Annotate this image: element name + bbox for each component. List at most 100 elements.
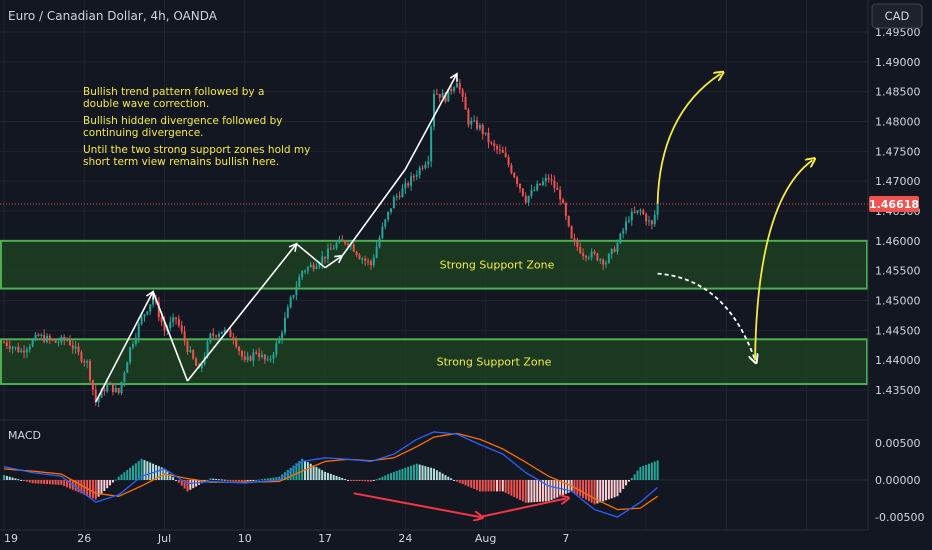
currency-button-bg[interactable] <box>871 3 923 29</box>
macd-histogram-bar <box>364 480 367 482</box>
candle-body <box>94 389 97 403</box>
macd-histogram-bar <box>31 480 34 484</box>
candle-body <box>109 382 112 384</box>
macd-histogram-bar <box>389 473 393 480</box>
projection-arrow <box>754 160 812 361</box>
macd-histogram-bar <box>510 480 513 496</box>
macd-histogram-bar <box>326 472 329 480</box>
macd-histogram-bar <box>367 480 370 482</box>
macd-histogram-bar <box>355 480 358 481</box>
candle-body <box>490 142 493 144</box>
candle-body <box>364 258 367 261</box>
candle-body <box>255 352 258 354</box>
candle-body <box>458 83 461 90</box>
note-line-2: double wave correction. <box>83 98 209 110</box>
macd-histogram-bar <box>596 480 599 504</box>
macd-histogram-bar <box>412 464 415 480</box>
candle-body <box>576 240 579 248</box>
candle-body <box>510 165 513 173</box>
analysis-notes: Bullish trend pattern followed by a doub… <box>83 86 310 168</box>
candle-body <box>152 298 155 305</box>
candle-body <box>622 230 625 234</box>
candle-body <box>315 266 318 269</box>
currency-button-label[interactable]: CAD <box>885 9 910 23</box>
candle-body <box>281 332 284 339</box>
macd-histogram-bar <box>238 480 241 482</box>
macd-histogram-bar <box>361 480 364 482</box>
candle-body <box>392 197 395 209</box>
price-tick-label: 1.48500 <box>875 86 921 99</box>
candle-body <box>220 331 223 334</box>
candle-body <box>249 356 252 361</box>
macd-histogram-bar <box>544 480 547 502</box>
candle-body <box>395 196 398 198</box>
candle-body <box>266 359 269 361</box>
candle-body <box>610 248 613 255</box>
projection-arrow <box>656 74 721 204</box>
macd-histogram-bar <box>616 480 619 497</box>
macd-histogram-bar <box>590 480 593 503</box>
macd-histogram-bar <box>5 475 8 480</box>
macd-histogram-bar <box>272 477 275 480</box>
price-tick-label: 1.44000 <box>875 354 921 367</box>
candle-body <box>140 316 143 324</box>
candle-body <box>424 164 427 169</box>
candle-body <box>375 247 378 258</box>
candle-body <box>303 270 307 272</box>
candle-body <box>507 157 510 166</box>
macd-histogram-bar <box>278 476 281 480</box>
macd-histogram-bar <box>117 476 120 480</box>
macd-histogram-bar <box>481 480 484 492</box>
candle-body <box>487 132 490 143</box>
macd-histogram-bar <box>149 462 152 480</box>
candle-body <box>14 346 17 348</box>
candle-body <box>518 183 522 189</box>
macd-histogram-bar <box>404 467 407 480</box>
macd-tick-label: 0.00000 <box>875 474 921 487</box>
candle-body <box>71 345 74 349</box>
note-line-3: Bullish hidden divergence followed by <box>83 115 282 127</box>
candle-body <box>217 333 221 337</box>
candle-body <box>478 124 481 129</box>
candle-body <box>209 333 212 342</box>
macd-tick-label: 0.00500 <box>875 437 921 450</box>
macd-histogram-bar <box>157 466 160 480</box>
macd-histogram-bar <box>450 478 453 480</box>
candle-body <box>240 351 243 357</box>
time-tick-label: 10 <box>238 532 252 545</box>
candle-body <box>215 335 218 337</box>
currency-button[interactable]: CAD <box>871 3 923 29</box>
candle-body <box>607 254 610 263</box>
candle-body <box>312 264 315 269</box>
macd-histogram-bar <box>484 480 487 492</box>
macd-histogram-bar <box>123 472 126 480</box>
macd-histogram-bar <box>258 479 261 481</box>
macd-histogram-bar <box>109 480 112 486</box>
candle-body <box>186 341 189 352</box>
candle-body <box>189 350 192 352</box>
time-axis: 19 26 Jul 10 17 24 Aug 7 <box>4 532 569 545</box>
candle-body <box>650 220 653 225</box>
macd-histogram-bar <box>490 480 493 492</box>
macd-histogram-bar <box>346 480 350 481</box>
macd-histogram-bar <box>461 480 464 485</box>
candle-body <box>645 214 648 222</box>
candle-body <box>430 126 433 162</box>
candle-body <box>160 317 163 323</box>
candle-body <box>306 267 309 271</box>
candle-body <box>533 190 536 192</box>
macd-histogram-bar <box>174 480 178 481</box>
current-price-tag: 1.46618 <box>869 195 919 212</box>
macd-histogram-bar <box>613 480 616 498</box>
macd-histogram-bar <box>48 480 51 485</box>
candle-body <box>258 353 261 358</box>
macd-histogram-bar <box>217 479 221 481</box>
macd-signal-line <box>3 432 658 511</box>
candle-body <box>212 333 215 336</box>
macd-histogram-bar <box>547 480 550 502</box>
macd-histogram-bar <box>332 474 335 480</box>
candle-body <box>295 286 298 296</box>
candle-body <box>541 181 544 186</box>
candle-body <box>481 124 484 135</box>
candle-body <box>544 178 547 182</box>
